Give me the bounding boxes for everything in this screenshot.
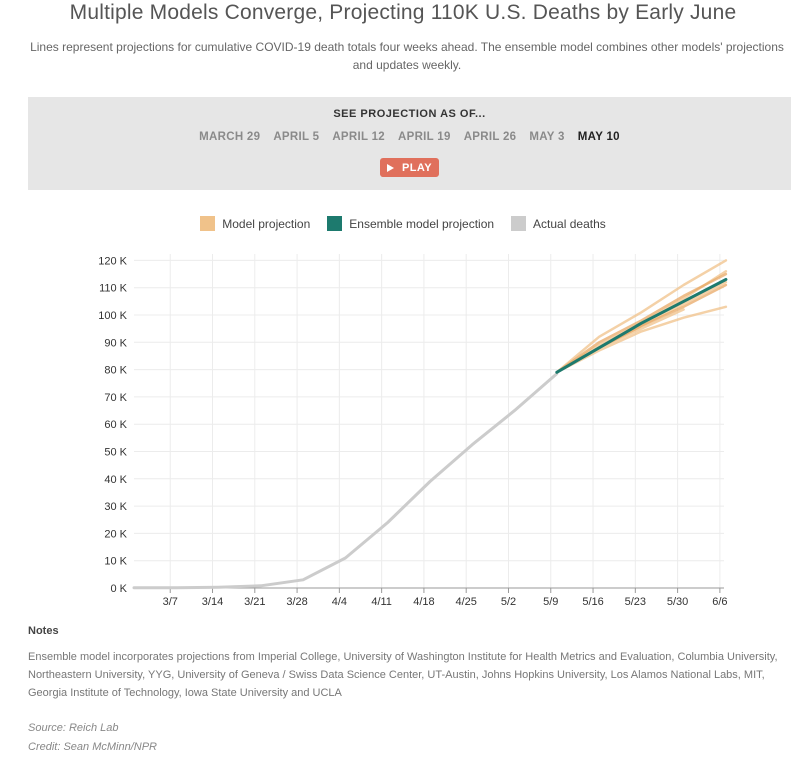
date-tab-may-3[interactable]: MAY 3	[529, 131, 565, 143]
date-tab-march-29[interactable]: MARCH 29	[199, 131, 261, 143]
x-tick-label: 5/23	[625, 596, 646, 608]
x-tick-label: 5/2	[501, 596, 516, 608]
legend-swatch-model	[200, 216, 216, 231]
play-icon	[387, 163, 395, 172]
y-tick-label: 60 K	[104, 419, 127, 431]
play-button[interactable]: PLAY	[380, 158, 439, 177]
x-tick-label: 3/28	[286, 596, 307, 608]
gridlines	[134, 254, 724, 589]
chart-subtitle: Lines represent projections for cumulati…	[30, 40, 784, 72]
legend-item-model: Model projection	[200, 216, 310, 231]
y-tick-label: 20 K	[104, 528, 127, 540]
x-tick-label: 4/11	[371, 596, 392, 608]
series-lines	[132, 259, 728, 590]
notes-text: Ensemble model incorporates projections …	[28, 651, 778, 699]
y-tick-label: 120 K	[98, 255, 127, 267]
x-tick-label: 5/16	[582, 596, 603, 608]
x-tick-label: 3/14	[202, 596, 223, 608]
x-tick-label: 3/7	[163, 596, 178, 608]
x-tick-label: 4/18	[413, 596, 434, 608]
projection-panel-heading: SEE PROJECTION AS OF...	[333, 108, 486, 120]
line-chart: 0 K 10 K 20 K 30 K 40 K 50 K 60 K 70 K 80 K 90 K 1…	[98, 254, 728, 608]
y-tick-label: 80 K	[104, 365, 127, 377]
date-tab-april-12[interactable]: APRIL 12	[332, 131, 385, 143]
legend-label-actual: Actual deaths	[533, 216, 606, 231]
projection-date-panel: SEE PROJECTION AS OF... MARCH 29 APRIL 5…	[28, 97, 791, 190]
y-tick-label: 50 K	[104, 447, 127, 459]
source-line: Source: Reich Lab	[28, 722, 119, 734]
legend-label-ensemble: Ensemble model projection	[349, 216, 495, 231]
x-tick-label: 5/30	[667, 596, 688, 608]
date-tab-april-19[interactable]: APRIL 19	[398, 131, 451, 143]
legend-swatch-actual	[511, 216, 527, 231]
y-tick-label: 100 K	[98, 310, 127, 322]
x-tick-label: 6/6	[712, 596, 727, 608]
x-axis-ticks: 3/7 3/14 3/21 3/28 4/4 4/11 4/18 4/25 5/2 5/9 5/16…	[134, 587, 728, 608]
notes-heading: Notes	[28, 625, 59, 637]
y-tick-label: 30 K	[104, 501, 127, 513]
y-axis-ticks: 0 K 10 K 20 K 30 K 40 K 50 K 60 K 70 K 80 K 90 K 1…	[98, 255, 127, 595]
date-tab-may-10[interactable]: MAY 10	[577, 131, 620, 143]
ensemble-projection-line	[555, 278, 728, 374]
y-tick-label: 40 K	[104, 474, 127, 486]
legend-label-model: Model projection	[222, 216, 311, 231]
play-button-label: PLAY	[402, 161, 432, 174]
model-projection-line-3	[555, 272, 728, 374]
chart-title: Multiple Models Converge, Projecting 110…	[69, 1, 737, 24]
y-tick-label: 90 K	[104, 337, 127, 349]
model-projection-line-5	[555, 305, 728, 374]
y-tick-label: 110 K	[99, 283, 128, 295]
y-tick-label: 70 K	[104, 392, 127, 404]
x-tick-label: 4/4	[332, 596, 347, 608]
actual-deaths-line	[132, 372, 559, 590]
x-tick-label: 4/25	[455, 596, 476, 608]
legend-item-actual: Actual deaths	[511, 216, 606, 231]
y-tick-label: 0 K	[110, 583, 127, 595]
date-tabs: MARCH 29 APRIL 5 APRIL 12 APRIL 19 APRIL…	[28, 131, 791, 143]
chart-legend: Model projection Ensemble model projecti…	[0, 216, 806, 231]
model-projection-line-1	[555, 259, 728, 374]
legend-swatch-ensemble	[327, 216, 343, 231]
date-tab-april-26[interactable]: APRIL 26	[463, 131, 517, 143]
legend-item-ensemble: Ensemble model projection	[327, 216, 494, 231]
x-tick-label: 3/21	[244, 596, 265, 608]
y-tick-label: 10 K	[104, 556, 127, 568]
credit-line: Credit: Sean McMinn/NPR	[28, 741, 157, 753]
x-tick-label: 5/9	[543, 596, 558, 608]
date-tab-april-5[interactable]: APRIL 5	[273, 131, 320, 143]
